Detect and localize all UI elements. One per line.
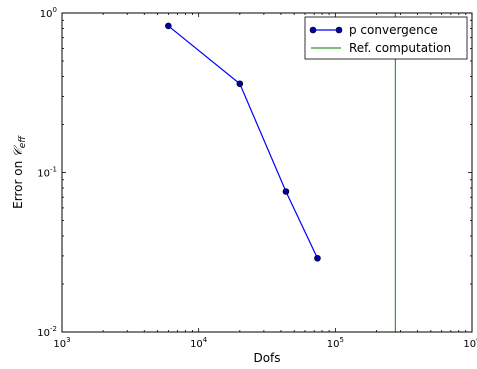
plot-layer bbox=[165, 13, 396, 332]
y-axis-title-subscript: eff bbox=[18, 135, 28, 149]
x-tick-label: 106 bbox=[463, 336, 477, 350]
series-line-p-convergence bbox=[167, 25, 319, 259]
y-tick-exponent: -2 bbox=[50, 325, 57, 333]
data-point bbox=[314, 254, 321, 262]
y-axis-title-text: Error on bbox=[11, 157, 25, 209]
legend-entry: p convergence bbox=[309, 23, 438, 37]
y-tick-base: 10 bbox=[40, 9, 53, 20]
x-tick-base: 10 bbox=[327, 339, 340, 350]
x-axis-title: Dofs bbox=[253, 351, 280, 365]
data-point bbox=[236, 80, 244, 88]
y-tick-base: 10 bbox=[37, 169, 50, 180]
legend-label: Ref. computation bbox=[349, 41, 451, 55]
legend-entry: Ref. computation bbox=[311, 41, 451, 55]
x-tick-label: 105 bbox=[327, 336, 344, 350]
y-tick-label: 10-2 bbox=[37, 325, 57, 339]
x-tick-exponent: 3 bbox=[66, 336, 70, 344]
x-tick-base: 10 bbox=[463, 339, 476, 350]
legend: p convergence Ref. computation bbox=[304, 16, 468, 60]
x-tick-label: 103 bbox=[53, 336, 70, 350]
data-point bbox=[282, 188, 290, 195]
y-tick-label: 10-1 bbox=[37, 166, 57, 180]
y-tick-label: 100 bbox=[40, 6, 57, 20]
legend-swatch-marker bbox=[309, 26, 317, 34]
legend-label: p convergence bbox=[349, 23, 438, 37]
data-point bbox=[165, 22, 172, 30]
x-tick-base: 10 bbox=[53, 339, 66, 350]
x-tick-base: 10 bbox=[190, 339, 203, 350]
axes-layer bbox=[61, 12, 473, 333]
x-tick-exponent: 5 bbox=[339, 336, 343, 344]
x-tick-exponent: 4 bbox=[203, 336, 208, 344]
legend-swatch-marker bbox=[335, 26, 343, 34]
legend-box bbox=[304, 16, 468, 60]
y-tick-base: 10 bbox=[37, 328, 50, 339]
x-tick-label: 104 bbox=[190, 336, 208, 350]
y-tick-exponent: 0 bbox=[53, 6, 57, 14]
y-tick-exponent: -1 bbox=[50, 166, 57, 174]
